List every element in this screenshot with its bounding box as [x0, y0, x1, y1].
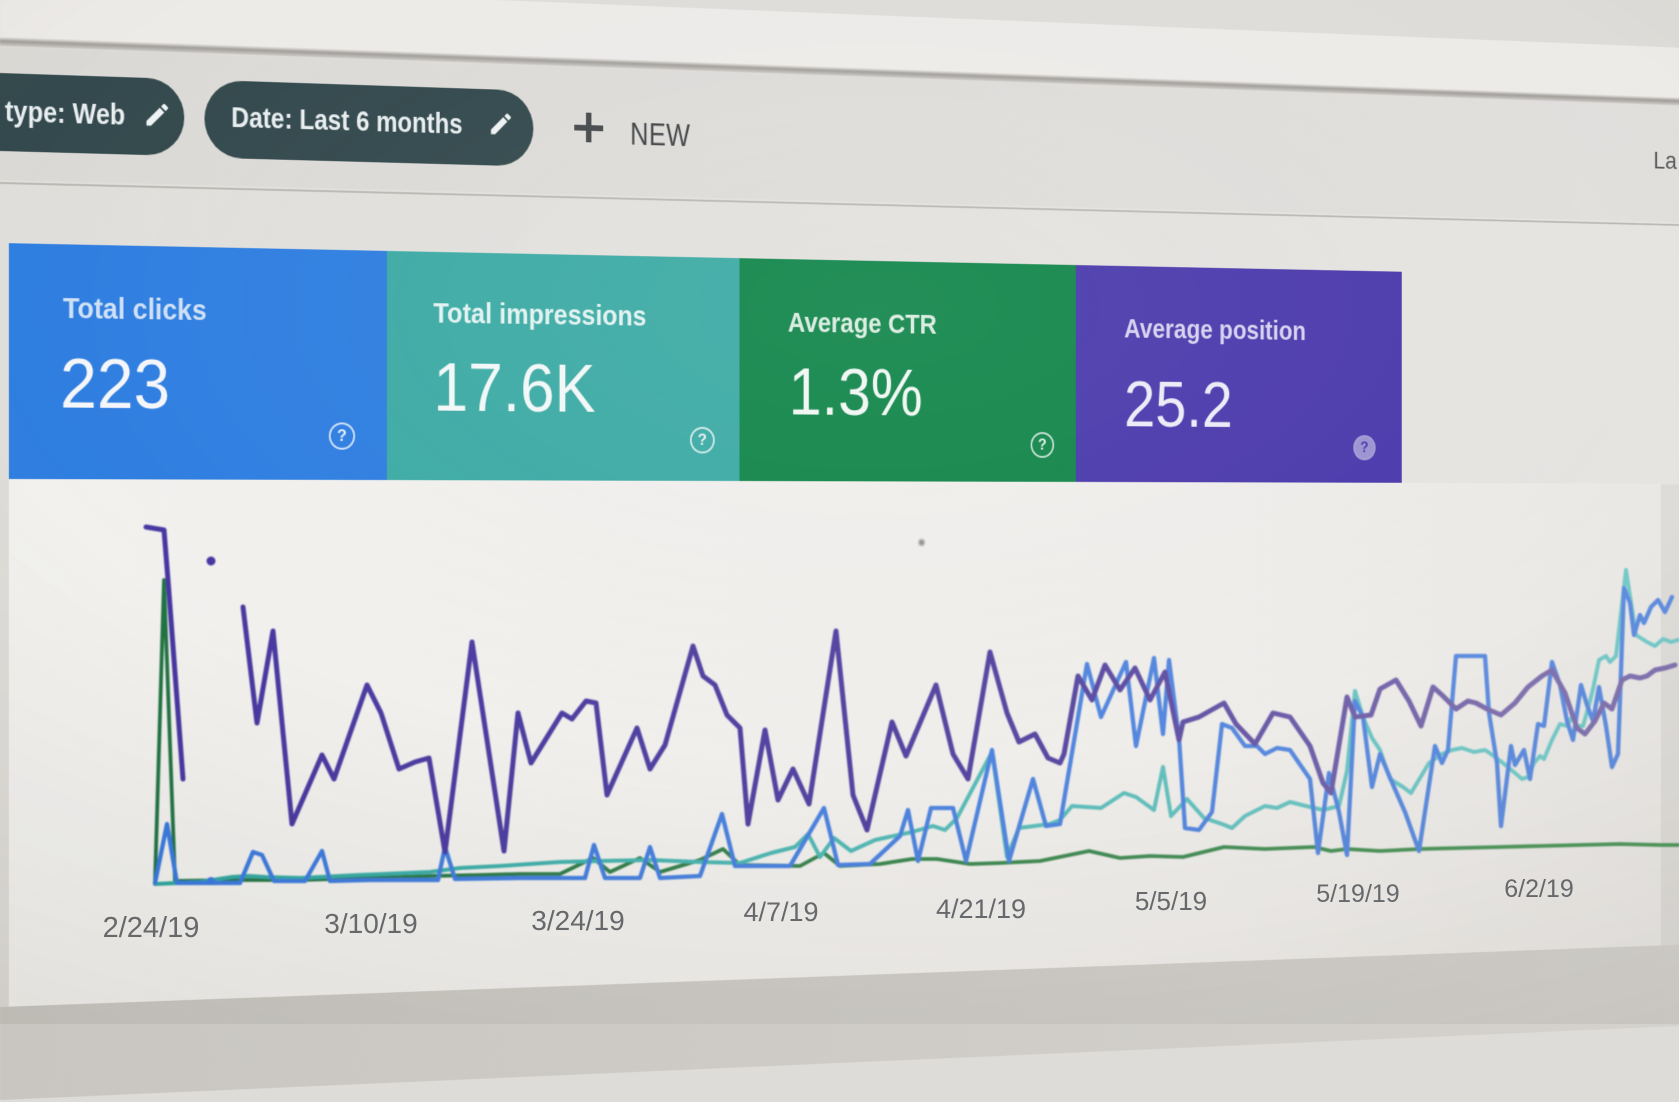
svg-text:6/2/19: 6/2/19 — [1504, 875, 1574, 903]
svg-text:3/10/19: 3/10/19 — [324, 908, 417, 939]
svg-text:5/5/19: 5/5/19 — [1135, 886, 1207, 916]
svg-text:3/24/19: 3/24/19 — [531, 905, 624, 936]
svg-text:5/19/19: 5/19/19 — [1316, 880, 1399, 908]
svg-text:2/24/19: 2/24/19 — [103, 912, 200, 944]
svg-text:4/7/19: 4/7/19 — [743, 897, 818, 927]
svg-text:4/21/19: 4/21/19 — [936, 894, 1026, 924]
